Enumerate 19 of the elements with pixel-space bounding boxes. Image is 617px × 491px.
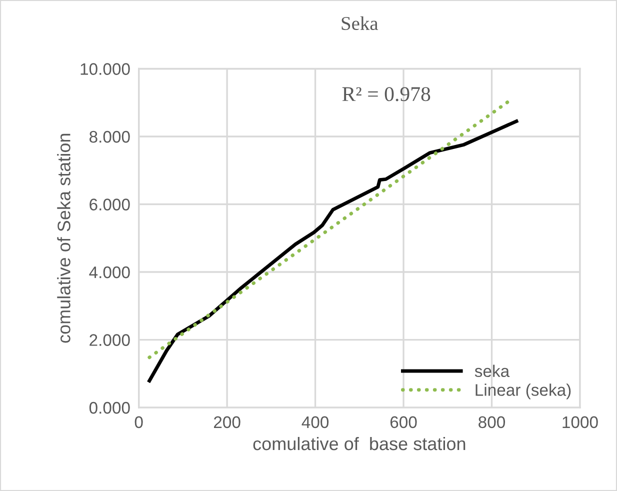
x-tick-label: 800 [478, 416, 505, 428]
x-tick-label: 0 [134, 416, 143, 428]
chart-title: Seka [342, 16, 378, 30]
y-tick-label: 6.000 [90, 198, 130, 210]
x-tick-label: 1000 [562, 416, 598, 428]
x-tick-label: 600 [390, 416, 417, 428]
line-series [148, 120, 518, 382]
legend-label: Linear (seka) [476, 384, 571, 400]
legend-label: seka [474, 364, 510, 378]
y-tick-label: 4.000 [89, 266, 130, 278]
y-tick-label: 0.000 [89, 402, 130, 414]
x-tick-label: 400 [302, 416, 329, 428]
y-axis-title: comulative of Seka station [57, 134, 70, 343]
x-tick-label: 200 [214, 416, 240, 428]
y-tick-label: 2.000 [90, 334, 130, 346]
annotation: R² = 0.978 [342, 87, 430, 102]
y-tick-label: 8.000 [90, 130, 130, 143]
x-axis-title: comulative of base station [253, 436, 466, 450]
y-tick-label: 10.000 [80, 63, 130, 75]
